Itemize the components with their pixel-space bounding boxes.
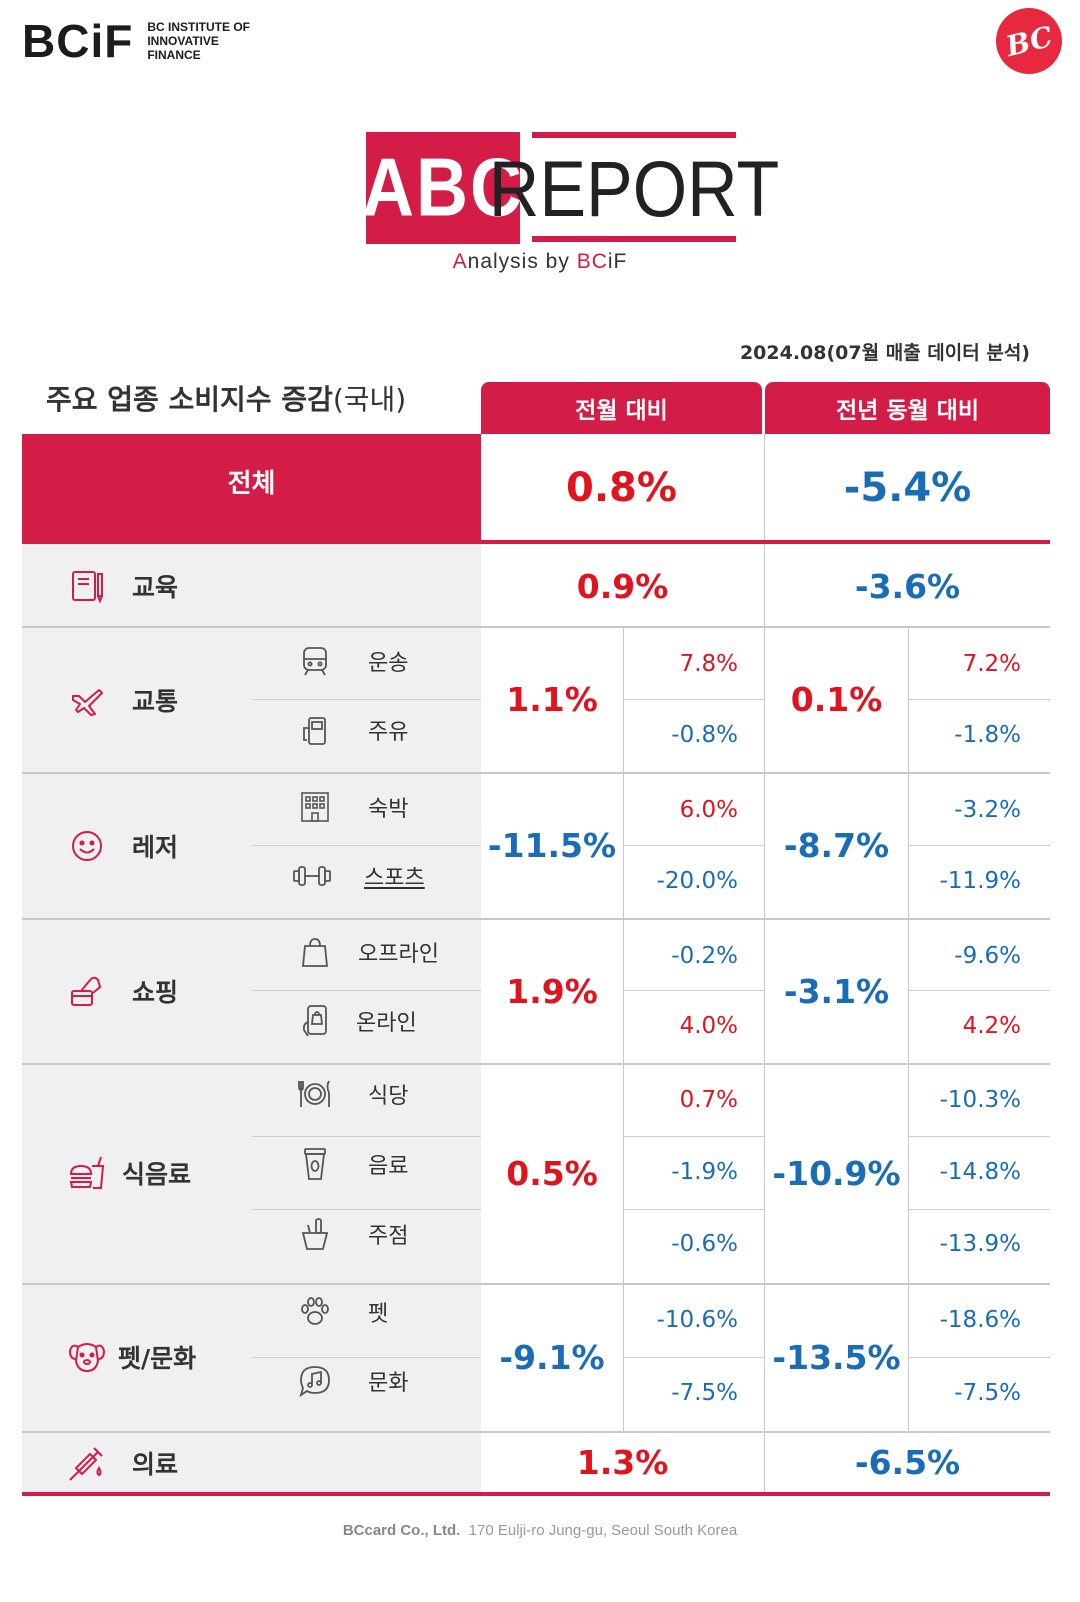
education-yoy: -3.6% <box>854 566 961 606</box>
table-title: 주요 업종 소비지수 증감(국내) <box>46 383 407 416</box>
culture-mom: -7.5% <box>671 1380 738 1406</box>
sub-culture: 문화 <box>298 1364 408 1398</box>
sports-mom: -20.0% <box>656 868 738 894</box>
restaurant-yoy: -10.3% <box>939 1087 1021 1113</box>
fuel-mom: -0.8% <box>671 722 738 748</box>
online-yoy: 4.2% <box>962 1013 1021 1039</box>
offline-mom: -0.2% <box>671 943 738 969</box>
analysis-by-tagline: Analysis by BCiF <box>452 250 628 273</box>
transit-yoy: 7.2% <box>962 651 1021 677</box>
shopping-bag-icon <box>298 935 332 969</box>
transport-yoy: 0.1% <box>790 680 883 719</box>
sub-transit: 운송 <box>298 645 408 677</box>
food-beverage-mom: 0.5% <box>506 1154 598 1193</box>
culture-yoy: -7.5% <box>954 1380 1021 1406</box>
category-pet-culture: 펫/문화 <box>68 1337 196 1377</box>
dog-icon <box>68 1338 106 1376</box>
hotel-icon <box>298 790 332 824</box>
date-note: 2024.08(07월 매출 데이터 분석) <box>739 342 1030 364</box>
sub-online: 온라인 <box>298 1005 417 1037</box>
sub-sports: 스포츠 <box>292 860 425 892</box>
online-mom: 4.0% <box>679 1013 738 1039</box>
train-icon <box>298 644 332 678</box>
beverage-yoy: -14.8% <box>939 1159 1021 1185</box>
sub-bar: 주점 <box>298 1218 408 1250</box>
total-divider <box>22 540 1050 544</box>
category-column-bg <box>22 544 481 1492</box>
category-transport: 교통 <box>68 680 178 720</box>
category-medical: 의료 <box>68 1443 178 1483</box>
abc-report-logo: ABC REPORT <box>362 132 779 244</box>
column-header-mom: 전월 대비 <box>481 382 762 434</box>
pet-culture-yoy: -13.5% <box>772 1338 901 1377</box>
pet-yoy: -18.6% <box>939 1307 1021 1333</box>
bcif-subtitle: BC INSTITUTE OF INNOVATIVE FINANCE <box>147 20 250 62</box>
shopping-mom: 1.9% <box>506 971 598 1011</box>
shopping-yoy: -3.1% <box>783 971 890 1011</box>
paw-icon <box>298 1295 332 1329</box>
total-yoy-value: -5.4% <box>843 465 972 511</box>
bcif-logo: BCiF BC INSTITUTE OF INNOVATIVE FINANCE <box>22 14 250 68</box>
smiley-icon <box>68 827 106 865</box>
medical-mom: 1.3% <box>576 1442 669 1482</box>
transport-mom: 1.1% <box>506 680 598 719</box>
footer: BCcard Co., Ltd. 170 Eulji-ro Jung-gu, S… <box>342 1522 738 1539</box>
food-beverage-yoy: -10.9% <box>772 1154 901 1193</box>
leisure-yoy: -8.7% <box>783 826 890 865</box>
bc-card-logo: BC <box>996 8 1062 74</box>
category-shopping: 쇼핑 <box>68 971 178 1011</box>
lodging-mom: 6.0% <box>679 797 738 823</box>
sub-fuel: 주유 <box>298 714 408 746</box>
plate-cutlery-icon <box>298 1077 332 1111</box>
category-food-beverage: 식음료 <box>68 1153 191 1193</box>
sub-restaurant: 식당 <box>298 1078 408 1110</box>
dumbbell-icon <box>292 859 332 893</box>
beverage-mom: -1.9% <box>671 1159 738 1185</box>
fuel-pump-icon <box>298 713 332 747</box>
bcif-wordmark: BCiF <box>22 15 134 67</box>
sub-beverage: 음료 <box>298 1148 408 1180</box>
card-payment-icon <box>68 972 106 1010</box>
restaurant-mom: 0.7% <box>679 1087 738 1113</box>
syringe-icon <box>68 1444 106 1482</box>
category-education: 교육 <box>68 566 178 606</box>
wine-bucket-icon <box>298 1217 332 1251</box>
leisure-mom: -11.5% <box>487 826 617 865</box>
education-mom: 0.9% <box>576 566 669 606</box>
column-header-yoy: 전년 동월 대비 <box>765 382 1050 434</box>
lodging-yoy: -3.2% <box>954 797 1021 823</box>
pet-culture-mom: -9.1% <box>499 1338 605 1377</box>
bar-yoy: -13.9% <box>939 1231 1021 1257</box>
music-chat-icon <box>298 1364 332 1398</box>
burger-drink-icon <box>68 1154 106 1192</box>
table-bottom-border <box>22 1492 1050 1496</box>
total-mom-value: 0.8% <box>566 465 677 511</box>
airplane-icon <box>68 681 106 719</box>
book-icon <box>68 567 106 605</box>
medical-yoy: -6.5% <box>854 1442 961 1482</box>
bar-mom: -0.6% <box>671 1231 738 1257</box>
sub-offline: 오프라인 <box>298 936 439 968</box>
offline-yoy: -9.6% <box>954 943 1021 969</box>
mobile-shop-icon <box>298 1004 332 1038</box>
sports-yoy: -11.9% <box>939 868 1021 894</box>
category-leisure: 레저 <box>68 826 178 866</box>
fuel-yoy: -1.8% <box>954 722 1021 748</box>
transit-mom: 7.8% <box>679 651 738 677</box>
pet-mom: -10.6% <box>656 1307 738 1333</box>
sub-pet: 펫 <box>298 1296 388 1328</box>
sub-lodging: 숙박 <box>298 791 408 823</box>
coffee-cup-icon <box>298 1147 332 1181</box>
total-row-label: 전체 <box>22 434 481 542</box>
